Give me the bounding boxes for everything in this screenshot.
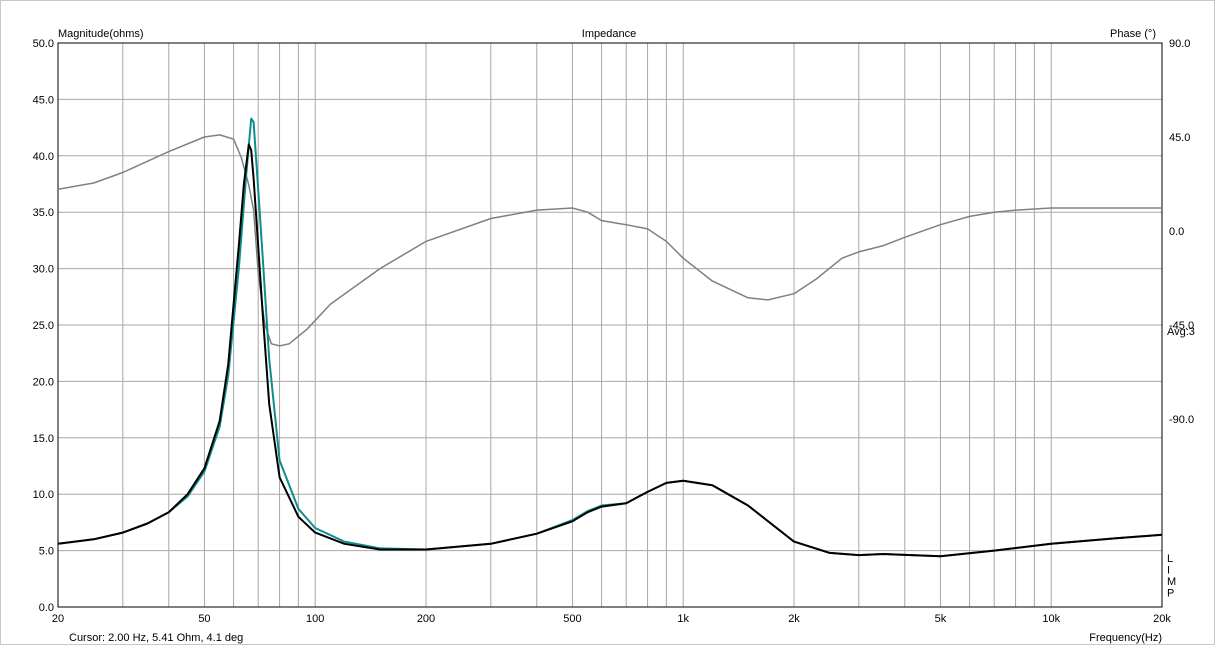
phase-series-line [57,134,1162,347]
y-left-tick-label: 35.0 [33,207,54,219]
avg-label: Avg:3 [1167,326,1195,338]
tick-labels: 0.0 5.0 10.0 15.0 20.0 25.0 30.0 35.0 40.0 45.0 50… [33,38,1195,625]
x-tick-label: 50 [198,613,210,625]
y-left-tick-label: 15.0 [33,433,54,445]
plot-frame [57,42,1163,608]
y-right-tick-label: -90.0 [1169,414,1194,426]
x-axis-label: Frequency(Hz) [1089,632,1162,644]
x-tick-label: 20k [1153,613,1171,625]
y-right-tick-label: 0.0 [1169,226,1184,238]
x-tick-label: 5k [935,613,947,625]
x-tick-label: 500 [563,613,581,625]
magnitude-series-line-2 [57,143,1163,558]
magnitude-series-line-1 [57,117,1163,558]
y-left-tick-label: 30.0 [33,264,54,276]
y-axis-left-label: Magnitude(ohms) [58,28,144,40]
y-right-tick-label: 45.0 [1169,132,1190,144]
y-left-tick-label: 50.0 [33,38,54,50]
y-left-tick-label: 10.0 [33,489,54,501]
y-left-tick-label: 5.0 [39,546,54,558]
y-right-tick-label: 90.0 [1169,38,1190,50]
x-tick-label: 10k [1042,613,1060,625]
grid [58,43,1162,607]
x-tick-label: 2k [788,613,800,625]
limp-letter: I [1167,565,1170,577]
y-left-tick-label: 25.0 [33,320,54,332]
x-tick-label: 100 [306,613,324,625]
y-right-tick-label: -45.0 [1169,320,1194,332]
series-layer [57,117,1163,558]
x-tick-label: 20 [52,613,64,625]
x-tick-label: 1k [677,613,689,625]
y-axis-right-label: Phase (°) [1110,28,1156,40]
x-tick-label: 200 [417,613,435,625]
y-left-tick-label: 20.0 [33,376,54,388]
limp-letter: L [1167,553,1173,565]
y-left-tick-label: 40.0 [33,151,54,163]
y-left-tick-label: 0.0 [39,602,54,614]
chart-title: Impedance [582,28,636,40]
limp-letter: P [1167,588,1174,600]
y-left-tick-label: 45.0 [33,94,54,106]
cursor-readout: Cursor: 2.00 Hz, 5.41 Ohm, 4.1 deg [69,632,243,644]
limp-letter: M [1167,576,1176,588]
